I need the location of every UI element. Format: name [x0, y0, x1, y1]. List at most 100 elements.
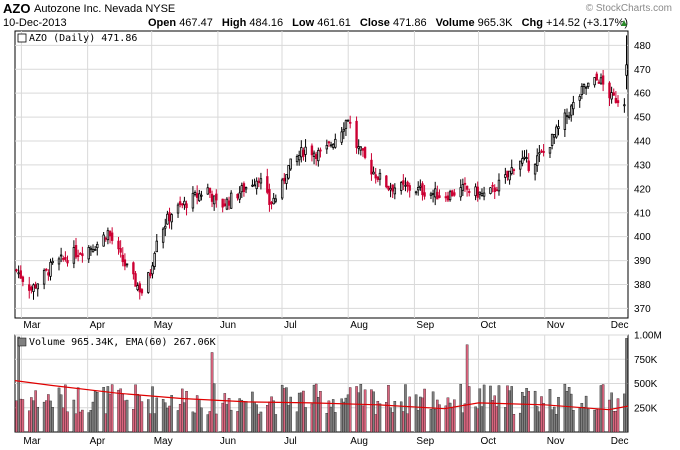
candle-body [608, 82, 611, 99]
volume-bar [480, 406, 484, 433]
candle-body [15, 269, 18, 272]
candle-body [527, 160, 530, 171]
volume-bar [346, 394, 350, 433]
volume-bar [334, 412, 337, 433]
candle-body [295, 156, 299, 163]
candle-body [285, 174, 288, 184]
candle-body [280, 179, 284, 199]
volume-bar [489, 385, 492, 433]
price-plot-frame [14, 30, 629, 319]
volume-bar [274, 414, 278, 433]
low-label: Low [292, 17, 315, 29]
candle-body [176, 204, 180, 214]
candle-body [164, 225, 167, 229]
candle-body [36, 283, 39, 290]
candle-body [223, 203, 226, 207]
volume-bar [255, 404, 258, 433]
candle-body [110, 232, 114, 241]
volume-bar [74, 413, 78, 433]
candle-body [57, 258, 61, 265]
candle-body [185, 203, 188, 209]
volume-bar [32, 400, 35, 433]
candle-body [436, 191, 439, 200]
volume-bar [72, 399, 76, 433]
candle-body [312, 152, 316, 157]
candle-body [610, 92, 613, 100]
volume-tick-label: 1.00M [634, 331, 662, 342]
candle-body [297, 155, 301, 161]
candle-body [459, 187, 462, 198]
candle-body [268, 189, 271, 205]
candle-body [102, 234, 105, 247]
volume-bar [81, 409, 84, 433]
volume-bar [467, 386, 471, 433]
volume-bar [106, 386, 110, 433]
month-label: Apr [90, 436, 106, 447]
volume-value: 965.3K [477, 17, 513, 29]
volume-bar [136, 393, 139, 433]
candle-body [363, 146, 367, 158]
volume-bar [557, 396, 560, 433]
ticker-symbol: AZO [3, 1, 31, 16]
ema-line [14, 380, 629, 411]
volume-bar [584, 395, 588, 433]
candle-body [597, 81, 601, 84]
volume-bar [227, 397, 231, 433]
candle-body [599, 77, 603, 84]
volume-bar [19, 398, 23, 433]
month-label: Jun [220, 436, 236, 447]
candle-body [149, 272, 152, 276]
month-label: Nov [547, 436, 565, 447]
volume-bar [331, 399, 335, 433]
month-label: May [154, 320, 173, 331]
candle-body [255, 180, 258, 189]
quote-date: 10-Dec-2013 [3, 17, 67, 29]
volume-bar [221, 402, 224, 433]
candle-body [304, 146, 307, 155]
volume-bar [625, 338, 628, 433]
candle-body [510, 167, 513, 174]
candle-body [317, 150, 320, 162]
volume-bar [149, 413, 152, 433]
candle-body [378, 172, 382, 180]
candle-body [79, 253, 82, 255]
volume-bar [317, 397, 320, 433]
candle-body [253, 184, 256, 187]
candle-body [465, 185, 469, 190]
candle-body [578, 96, 581, 101]
candle-body [393, 187, 397, 195]
candle-body [28, 284, 31, 291]
candle-body [370, 159, 373, 175]
candle-body [119, 248, 122, 253]
high-value: 484.16 [249, 17, 284, 29]
candle-body [89, 247, 93, 250]
candle-body [489, 187, 492, 194]
volume-bar [185, 390, 188, 433]
volume-bar [45, 400, 48, 433]
candle-body [482, 192, 486, 197]
volume-bar [393, 401, 397, 433]
volume-bar [582, 406, 586, 433]
candle-body [431, 193, 435, 195]
candle-body [493, 187, 496, 193]
volume-bar [64, 384, 67, 433]
volume-bar [176, 410, 180, 433]
volume-bar [523, 395, 526, 433]
candle-body [257, 180, 260, 183]
candle-body [49, 261, 52, 277]
volume-bar [272, 400, 275, 433]
candle-body [438, 195, 441, 198]
volume-bar [416, 410, 420, 433]
volume-bar [244, 401, 248, 433]
candle-body [616, 100, 620, 104]
candle-body [183, 200, 186, 206]
candle-body [372, 171, 375, 175]
volume-bar [506, 385, 509, 433]
volume-bar [414, 394, 418, 433]
candle-body [542, 151, 545, 153]
candle-body [402, 180, 405, 185]
candle-body [519, 160, 522, 170]
volume-bar [166, 407, 169, 433]
candle-body [96, 244, 99, 249]
candle-body [480, 192, 484, 196]
